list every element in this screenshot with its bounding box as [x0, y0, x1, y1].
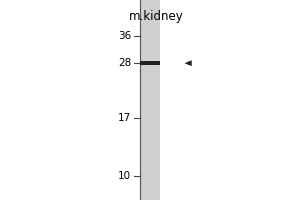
Text: 17: 17: [118, 113, 131, 123]
Text: m.kidney: m.kidney: [129, 10, 183, 23]
Text: 28: 28: [118, 58, 131, 68]
Bar: [140, 0, 160, 200]
Polygon shape: [184, 60, 192, 66]
Text: 10: 10: [118, 171, 131, 181]
Text: 36: 36: [118, 31, 131, 41]
Bar: [140, 61, 160, 65]
